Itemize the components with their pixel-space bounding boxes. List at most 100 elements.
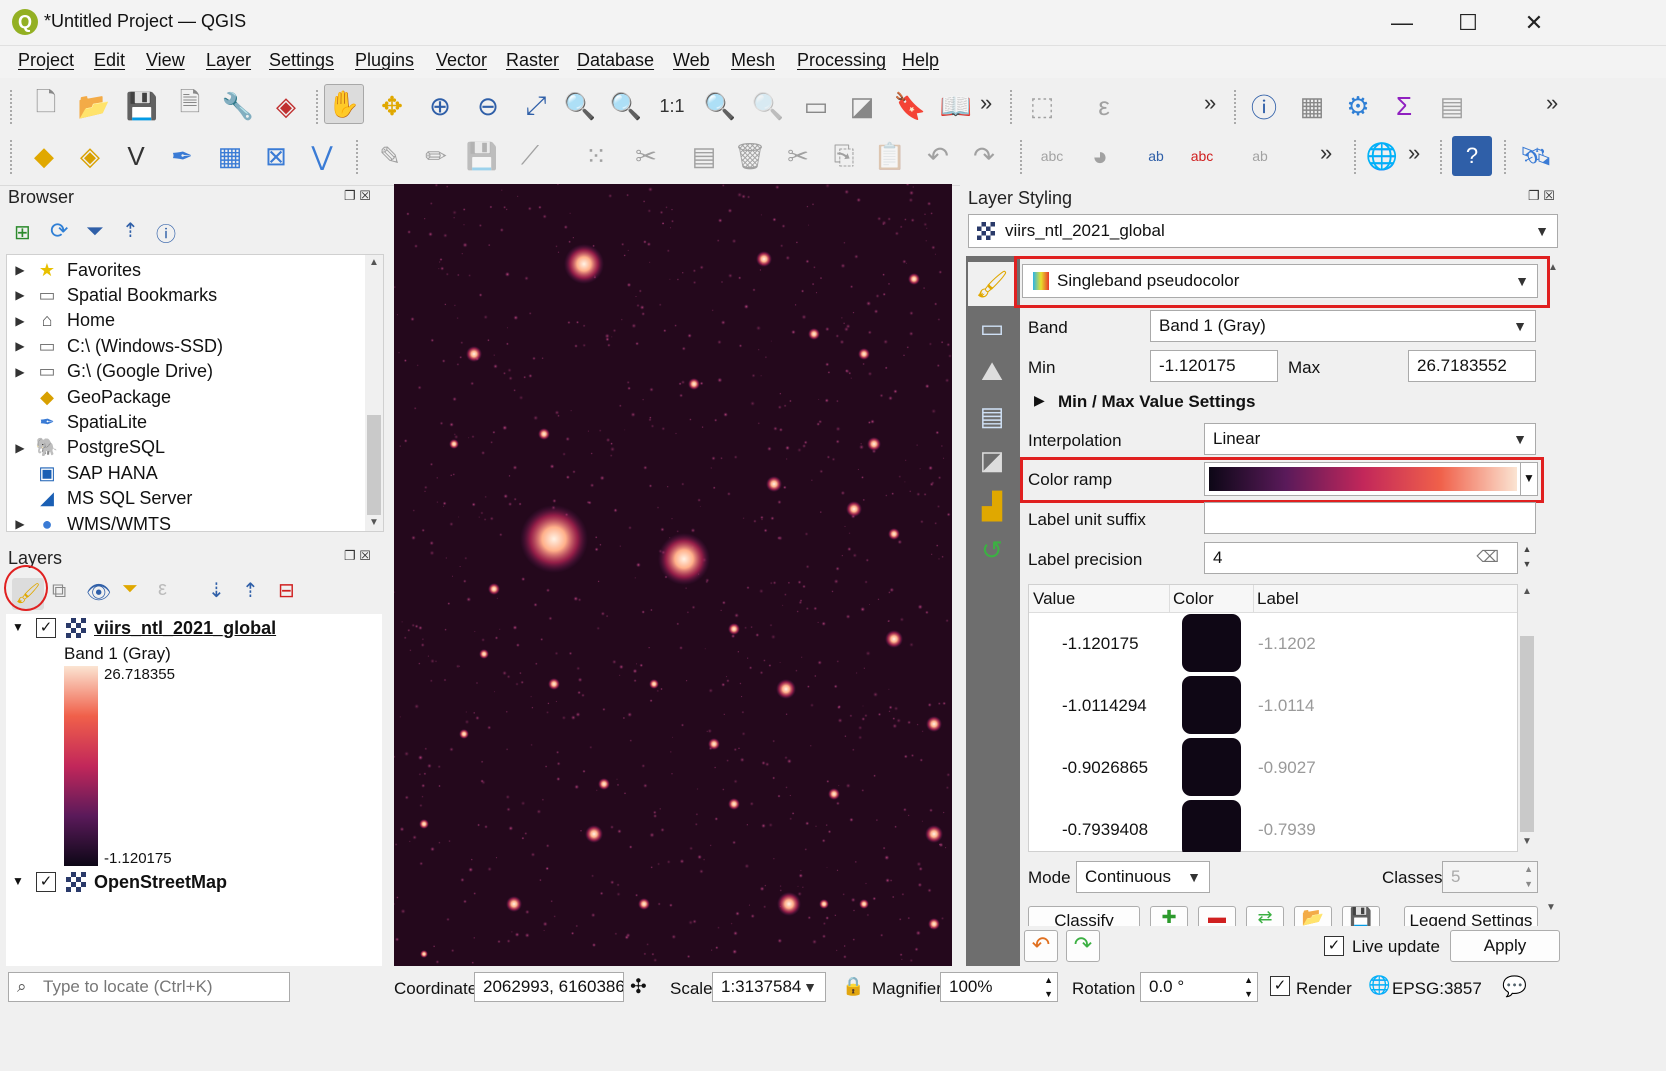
scroll-up-icon[interactable]: ▲	[1548, 262, 1558, 273]
vertex-tool-icon[interactable]: ⁙	[585, 140, 607, 171]
delete-selected-icon[interactable]: 🗑	[733, 140, 767, 171]
browser-item[interactable]: ▶ ★ Favorites	[7, 257, 141, 283]
collapse-all-layers-icon[interactable]: ⇡	[242, 580, 259, 602]
new-3d-map-icon[interactable]: ◪	[849, 90, 875, 121]
menu-web[interactable]: Web	[673, 50, 710, 70]
zoom-in-icon[interactable]: ⊕	[429, 90, 451, 121]
new-map-view-icon[interactable]: ▭	[803, 90, 829, 121]
minmax-settings-header[interactable]: Min / Max Value Settings	[1058, 392, 1256, 411]
clear-icon[interactable]: ⌫	[1476, 549, 1499, 566]
spin-arrows-icon[interactable]: ▲ ▼	[1044, 975, 1053, 999]
class-value-cell[interactable]: -1.120175	[1062, 634, 1139, 653]
toolbar-handle[interactable]	[10, 90, 12, 124]
browser-panel-controls[interactable]: ❐ ☒	[344, 188, 371, 203]
maximize-button[interactable]: ☐	[1458, 10, 1478, 35]
toolbar-overflow-icon[interactable]: »	[980, 90, 993, 115]
save-project-icon[interactable]: 💾	[125, 90, 159, 121]
spin-arrows-icon[interactable]: ▲ ▼	[1522, 544, 1532, 569]
toolbar-overflow-icon[interactable]: »	[1320, 140, 1333, 165]
new-spatialite-layer-icon[interactable]: ✒	[171, 140, 193, 171]
column-header-label[interactable]: Label	[1257, 589, 1299, 608]
label-unit-suffix-input[interactable]	[1204, 502, 1536, 534]
spin-arrows-icon[interactable]: ▲ ▼	[1244, 975, 1253, 999]
styling-panel-controls[interactable]: ❐ ☒	[1528, 188, 1555, 203]
menu-raster[interactable]: Raster	[506, 50, 560, 70]
class-label-cell[interactable]: -0.7939	[1258, 820, 1316, 839]
menu-view[interactable]: View	[146, 50, 185, 70]
undo-style-icon[interactable]: ↶	[1024, 930, 1058, 962]
metadata-tab-icon[interactable]: ▤	[979, 400, 1005, 431]
select-features-icon[interactable]: ⬚	[1029, 90, 1055, 121]
label-tool-icon[interactable]: abc	[1040, 148, 1064, 164]
add-selected-icon[interactable]: ⊞	[14, 222, 31, 244]
browser-item[interactable]: ◆ GeoPackage	[7, 384, 171, 410]
symbology-tab-icon[interactable]: 🖌	[968, 262, 1016, 306]
scroll-up-icon[interactable]: ▲	[1522, 586, 1532, 597]
layer-name-viirs[interactable]: viirs_ntl_2021_global	[94, 618, 277, 638]
class-label-cell[interactable]: -0.9027	[1258, 758, 1316, 777]
pan-map-icon[interactable]: ✋	[324, 84, 364, 124]
browser-item[interactable]: ▶ ● WMS/WMTS	[7, 511, 171, 537]
manage-themes-icon[interactable]: 👁	[86, 582, 112, 604]
processing-toolbox-icon[interactable]: ⚙	[1346, 90, 1370, 121]
browser-item[interactable]: ▶ 🐘 PostgreSQL	[7, 435, 165, 461]
move-label-icon[interactable]: ab	[1252, 148, 1268, 164]
filter-icon[interactable]: ⏷	[86, 218, 104, 243]
expand-arrow-icon[interactable]: ▶	[15, 364, 25, 379]
crs-button[interactable]: EPSG:3857	[1392, 979, 1482, 998]
current-edits-icon[interactable]: ✎	[379, 140, 401, 171]
toolbar-overflow-icon[interactable]: »	[1546, 90, 1559, 115]
new-mesh-layer-icon[interactable]: ⊠	[265, 140, 287, 171]
lock-scale-icon[interactable]: 🔒	[842, 976, 865, 996]
refresh-icon[interactable]: ⟳	[50, 218, 69, 243]
add-wms-layer-icon[interactable]: 🌐	[1365, 140, 1399, 171]
new-shapefile-layer-icon[interactable]: V	[127, 140, 145, 171]
panel-scroll-down-icon[interactable]: ▼	[1546, 902, 1556, 913]
layer-name-openstreetmap[interactable]: OpenStreetMap	[94, 872, 228, 892]
copy-features-icon[interactable]: ⎘	[833, 140, 855, 170]
menu-help[interactable]: Help	[902, 50, 940, 70]
edit-table-icon[interactable]: ▤	[691, 140, 717, 171]
browser-scrollbar[interactable]: ▲ ▼	[365, 255, 383, 531]
scroll-down-icon[interactable]: ▼	[369, 517, 379, 528]
identify-expression-icon[interactable]: ε	[1098, 90, 1110, 121]
new-bookmark-icon[interactable]: 🔖	[893, 90, 927, 121]
scale-combo[interactable]: 1:3137584 ▼	[712, 972, 826, 1002]
browser-item[interactable]: ◢ MS SQL Server	[7, 486, 192, 512]
min-input[interactable]: -1.120175	[1150, 350, 1278, 382]
zoom-to-selection-icon[interactable]: 🔍	[563, 90, 597, 121]
toolbar-overflow-icon[interactable]: »	[1204, 90, 1217, 115]
renderer-type-combo[interactable]: Singleband pseudocolor ▼	[1022, 264, 1538, 298]
toolbar-handle[interactable]	[10, 140, 12, 174]
live-update-checkbox[interactable]: ✓	[1324, 936, 1344, 956]
layer-select-combo[interactable]: viirs_ntl_2021_global ▼	[968, 214, 1558, 248]
pan-to-selection-icon[interactable]: ✥	[381, 90, 403, 121]
column-header-color[interactable]: Color	[1173, 589, 1214, 608]
identify-features-icon[interactable]: ⓘ	[1250, 92, 1277, 123]
new-geopackage-layer-icon[interactable]: ◈	[80, 140, 100, 171]
export-colormap-icon[interactable]: 💾	[1342, 906, 1380, 926]
remove-layer-icon[interactable]: ⊟	[278, 580, 295, 602]
filter-expression-icon[interactable]: ε	[158, 578, 167, 600]
histogram-tab-icon[interactable]: ⛰	[981, 356, 1003, 386]
filter-legend-icon[interactable]: ⏷	[122, 578, 138, 600]
undo-icon[interactable]: ↶	[927, 140, 949, 171]
menu-project[interactable]: Project	[18, 50, 75, 70]
transparency-tab-icon[interactable]: ▭	[979, 312, 1005, 343]
class-color-swatch[interactable]	[1182, 614, 1241, 672]
layer-visibility-checkbox[interactable]: ✓	[36, 872, 56, 892]
measure-icon[interactable]: ▤	[1439, 90, 1465, 121]
color-ramp-button[interactable]	[1204, 462, 1522, 496]
zoom-last-icon[interactable]: 🔍	[703, 90, 737, 121]
help-icon[interactable]: ?	[1452, 136, 1492, 176]
browser-item[interactable]: ✒ SpatiaLite	[7, 409, 147, 435]
class-label-cell[interactable]: -1.1202	[1258, 634, 1316, 653]
new-print-layout-icon[interactable]: 🗎	[179, 87, 201, 117]
scroll-down-icon[interactable]: ▼	[1522, 836, 1532, 847]
messages-icon[interactable]: 💬	[1502, 976, 1527, 998]
browser-item[interactable]: ▶ ▭ G:\ (Google Drive)	[7, 359, 213, 385]
browser-item[interactable]: ▣ SAP HANA	[7, 460, 157, 486]
zoom-native-icon[interactable]: 1:1	[659, 95, 685, 116]
toolbar-overflow-icon[interactable]: »	[1408, 140, 1421, 165]
max-input[interactable]: 26.7183552	[1408, 350, 1536, 382]
